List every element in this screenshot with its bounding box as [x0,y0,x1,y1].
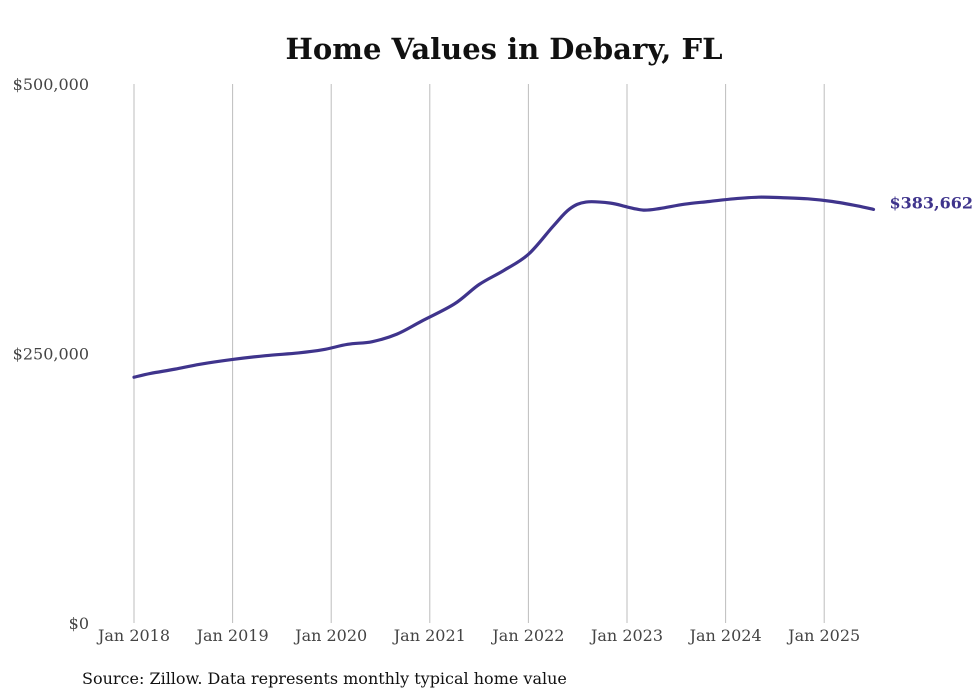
y-axis-tick-labels: $0 $250,000 $500,000 [13,75,89,633]
x-tick-label: Jan 2019 [195,626,269,645]
y-tick-label: $0 [69,614,89,633]
x-tick-label: Jan 2021 [392,626,466,645]
vertical-gridlines [133,84,825,623]
x-tick-label: Jan 2022 [490,626,564,645]
chart-title: Home Values in Debary, FL [286,32,723,66]
x-tick-label: Jan 2023 [589,626,663,645]
source-note: Source: Zillow. Data represents monthly … [82,669,567,688]
y-tick-label: $250,000 [13,345,89,364]
x-tick-label: Jan 2018 [96,626,170,645]
series-line-0 [132,195,876,379]
x-axis-tick-labels: Jan 2018 Jan 2019 Jan 2020 Jan 2021 Jan 2022… [96,626,860,645]
series-layer: $383,662 [132,193,974,379]
x-tick-label: Jan 2020 [293,626,367,645]
x-tick-label: Jan 2025 [786,626,860,645]
y-tick-label: $500,000 [13,75,89,94]
x-tick-label: Jan 2024 [688,626,762,645]
end-value-label: $383,662 [890,193,974,212]
